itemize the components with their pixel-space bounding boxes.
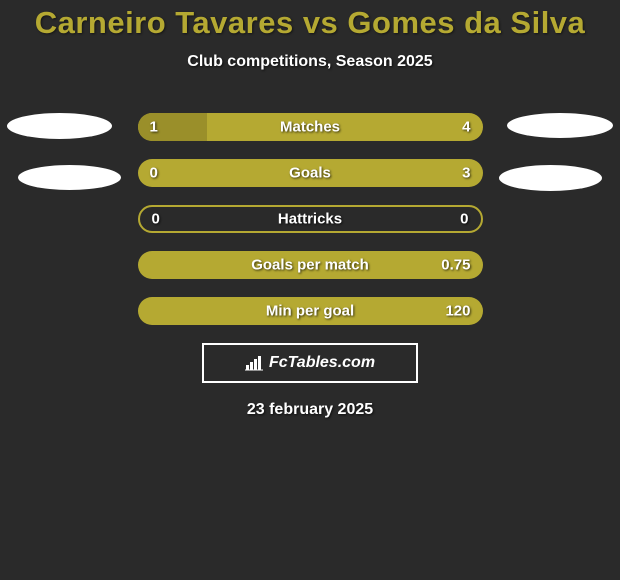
bar-row-hattricks: 0 Hattricks 0 <box>138 205 483 233</box>
bar-value-right: 4 <box>462 119 470 136</box>
bar-label: Min per goal <box>266 303 354 320</box>
date-text: 23 february 2025 <box>0 401 620 419</box>
player-left-avatar-1 <box>7 113 112 139</box>
logo: FcTables.com <box>245 354 375 372</box>
bar-value-right: 0 <box>460 211 468 228</box>
page-title: Carneiro Tavares vs Gomes da Silva <box>0 5 620 41</box>
logo-box: FcTables.com <box>202 343 418 383</box>
bar-value-right: 3 <box>462 165 470 182</box>
bar-value-left: 0 <box>150 165 158 182</box>
comparison-bars: 1 Matches 4 0 Goals 3 0 Hattricks 0 Goal… <box>138 113 483 325</box>
page-subtitle: Club competitions, Season 2025 <box>0 53 620 71</box>
bar-row-min-per-goal: Min per goal 120 <box>138 297 483 325</box>
bar-row-goals: 0 Goals 3 <box>138 159 483 187</box>
player-right-avatar-1 <box>507 113 613 138</box>
bar-value-right: 120 <box>445 303 470 320</box>
chart-area: 1 Matches 4 0 Goals 3 0 Hattricks 0 Goal… <box>0 113 620 325</box>
player-left-avatar-2 <box>18 165 121 190</box>
bar-label: Goals per match <box>251 257 369 274</box>
comparison-infographic: Carneiro Tavares vs Gomes da Silva Club … <box>0 0 620 419</box>
bar-row-matches: 1 Matches 4 <box>138 113 483 141</box>
bar-label: Goals <box>289 165 331 182</box>
bar-value-left: 1 <box>150 119 158 136</box>
bar-row-goals-per-match: Goals per match 0.75 <box>138 251 483 279</box>
logo-text: FcTables.com <box>269 354 375 372</box>
bar-fill-left <box>138 113 207 141</box>
bar-label: Hattricks <box>278 211 342 228</box>
chart-icon <box>245 355 265 371</box>
bar-label: Matches <box>280 119 340 136</box>
bar-value-right: 0.75 <box>441 257 470 274</box>
player-right-avatar-2 <box>499 165 602 191</box>
bar-value-left: 0 <box>152 211 160 228</box>
